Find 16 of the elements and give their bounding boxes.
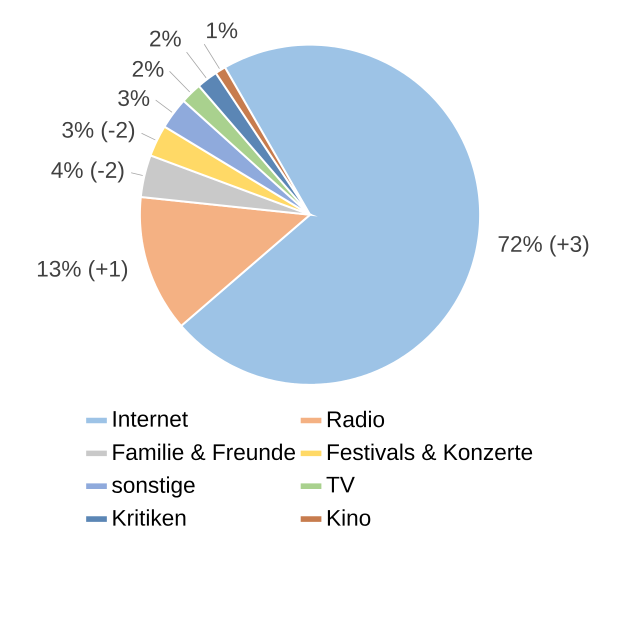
- data-label: 2%: [132, 60, 164, 77]
- data-label: 4% (-2): [51, 161, 124, 183]
- data-label: 3%: [118, 90, 150, 106]
- legend-label: Radio: [328, 410, 384, 428]
- legend-label: Familie & Freunde: [113, 444, 296, 460]
- data-label: 1%: [207, 22, 238, 38]
- legend-label: sonstige: [112, 476, 195, 498]
- legend-label: Kritiken: [113, 509, 186, 526]
- data-label: 3% (-2): [62, 121, 134, 142]
- data-label: 13% (+1): [38, 260, 128, 282]
- legend-label: Kino: [328, 509, 370, 526]
- data-label: 72% (+3): [498, 235, 588, 256]
- legend-label: TV: [326, 476, 355, 492]
- legend-label: Internet: [114, 411, 188, 427]
- data-label: 2%: [150, 30, 181, 46]
- legend-label: Festivals & Konzerte: [328, 444, 532, 460]
